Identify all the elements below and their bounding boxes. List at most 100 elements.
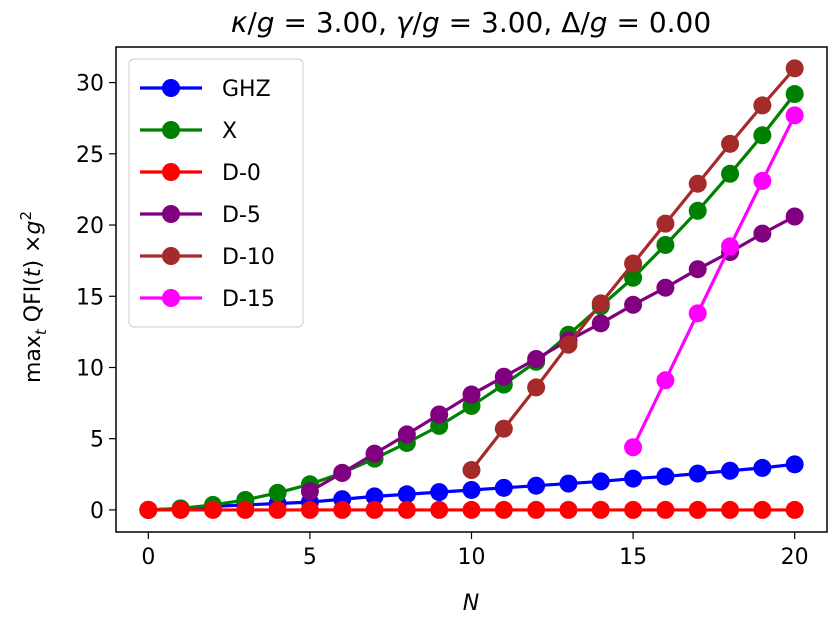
point-d-0-8: [397, 500, 416, 519]
point-d-5-1: [333, 463, 352, 482]
point-d-15-3: [721, 237, 740, 256]
point-ghz-9: [430, 483, 449, 502]
legend-label-ghz: GHZ: [222, 77, 271, 102]
x-tick-label-2: 10: [458, 545, 486, 570]
point-d-15-2: [688, 304, 707, 323]
point-d-0-18: [721, 500, 740, 519]
legend-marker-d-0: [162, 163, 180, 181]
point-d-0-2: [203, 500, 222, 519]
point-ghz-12: [527, 476, 546, 495]
point-ghz-7: [365, 487, 384, 506]
point-d-5-5: [462, 385, 481, 404]
title-kappa-value: 3.00: [316, 6, 378, 39]
point-d-5-4: [430, 405, 449, 424]
point-ghz-8: [397, 485, 416, 504]
legend-label-d-15: D-15: [222, 287, 275, 312]
point-d-0-17: [688, 500, 707, 519]
point-d-0-7: [365, 500, 384, 519]
point-d-5-12: [688, 260, 707, 279]
legend-entry-d-5: D-5: [140, 203, 261, 228]
point-ghz-14: [591, 472, 610, 491]
title-eq-3: =: [608, 6, 649, 39]
point-d-15-0: [624, 438, 643, 457]
point-d-10-5: [624, 254, 643, 273]
legend-marker-d-15: [162, 289, 180, 307]
point-d-0-1: [171, 500, 190, 519]
point-d-10-8: [721, 134, 740, 153]
point-ghz-13: [559, 474, 578, 493]
y-label-t: t: [21, 267, 46, 277]
x-axis-label: N: [463, 591, 479, 616]
point-d-10-3: [559, 335, 578, 354]
point-ghz-10: [462, 480, 481, 499]
x-tick-label-1: 5: [303, 545, 317, 570]
legend-marker-x: [162, 121, 180, 139]
legend-label-d-10: D-10: [222, 245, 275, 270]
legend-entry-ghz: GHZ: [140, 77, 271, 102]
y-axis-ticks: 0 5 10 15 20 25 30: [76, 72, 116, 524]
point-ghz-11: [494, 478, 513, 497]
series-d-15: [624, 106, 804, 457]
series-d-10: [462, 59, 804, 480]
y-label-subscript: t: [32, 328, 50, 335]
legend-label-d-5: D-5: [222, 203, 261, 228]
title-gamma-value: 3.00: [481, 6, 543, 39]
point-d-0-0: [139, 500, 158, 519]
series-layer: [139, 59, 804, 519]
y-tick-label-3: 15: [76, 285, 104, 310]
title-eq-1: =: [275, 6, 316, 39]
legend-frame: [128, 58, 304, 328]
point-d-0-20: [785, 500, 804, 519]
point-x-19: [753, 126, 772, 145]
legend-marker-d-10: [162, 247, 180, 265]
point-x-17: [688, 201, 707, 220]
point-ghz-15: [624, 469, 643, 488]
point-x-4: [268, 483, 287, 502]
point-d-0-3: [236, 500, 255, 519]
y-label-g: g: [21, 220, 46, 234]
series-d-0: [139, 500, 804, 519]
y-label-close: ) ×: [21, 234, 46, 268]
x-tick-label-4: 20: [781, 545, 809, 570]
title-eq-2: =: [440, 6, 481, 39]
point-d-0-19: [753, 500, 772, 519]
point-d-15-4: [753, 171, 772, 190]
point-d-0-16: [656, 500, 675, 519]
point-d-0-15: [624, 500, 643, 519]
point-d-10-7: [688, 174, 707, 193]
point-ghz-16: [656, 467, 675, 486]
point-d-0-9: [430, 500, 449, 519]
title-g-1: g: [257, 6, 275, 39]
point-d-5-7: [527, 349, 546, 368]
x-tick-label-3: 15: [619, 545, 647, 570]
point-x-20: [785, 85, 804, 104]
point-ghz-18: [721, 461, 740, 480]
legend-entry-d-10: D-10: [140, 245, 275, 270]
point-d-0-10: [462, 500, 481, 519]
point-d-10-10: [785, 59, 804, 78]
y-tick-label-0: 0: [90, 499, 104, 524]
point-d-15-1: [656, 371, 675, 390]
legend: GHZ X D-0 D-5 D-10 D-15: [128, 58, 304, 328]
point-x-15: [624, 268, 643, 287]
point-d-5-10: [624, 295, 643, 314]
y-label-superscript: 2: [17, 211, 35, 221]
series-line-d-15: [631, 114, 797, 448]
point-d-0-5: [300, 500, 319, 519]
y-tick-label-2: 10: [76, 356, 104, 381]
point-d-5-6: [494, 367, 513, 386]
title-slash-3: /: [580, 6, 590, 39]
chart-title: κ/g = 3.00, γ/g = 3.00, Δ/g = 0.00: [231, 6, 711, 39]
plot-frame: [115, 46, 828, 533]
point-d-5-2: [365, 444, 384, 463]
title-sep-1: ,: [378, 6, 396, 39]
y-tick-label-6: 30: [76, 72, 104, 97]
point-d-10-4: [591, 294, 610, 313]
legend-label-x: X: [222, 119, 237, 144]
point-d-10-6: [656, 214, 675, 233]
y-tick-label-4: 20: [76, 214, 104, 239]
point-d-15-5: [785, 106, 804, 125]
title-gamma: γ: [396, 6, 414, 39]
y-tick-label-5: 25: [76, 143, 104, 168]
point-d-0-14: [591, 500, 610, 519]
